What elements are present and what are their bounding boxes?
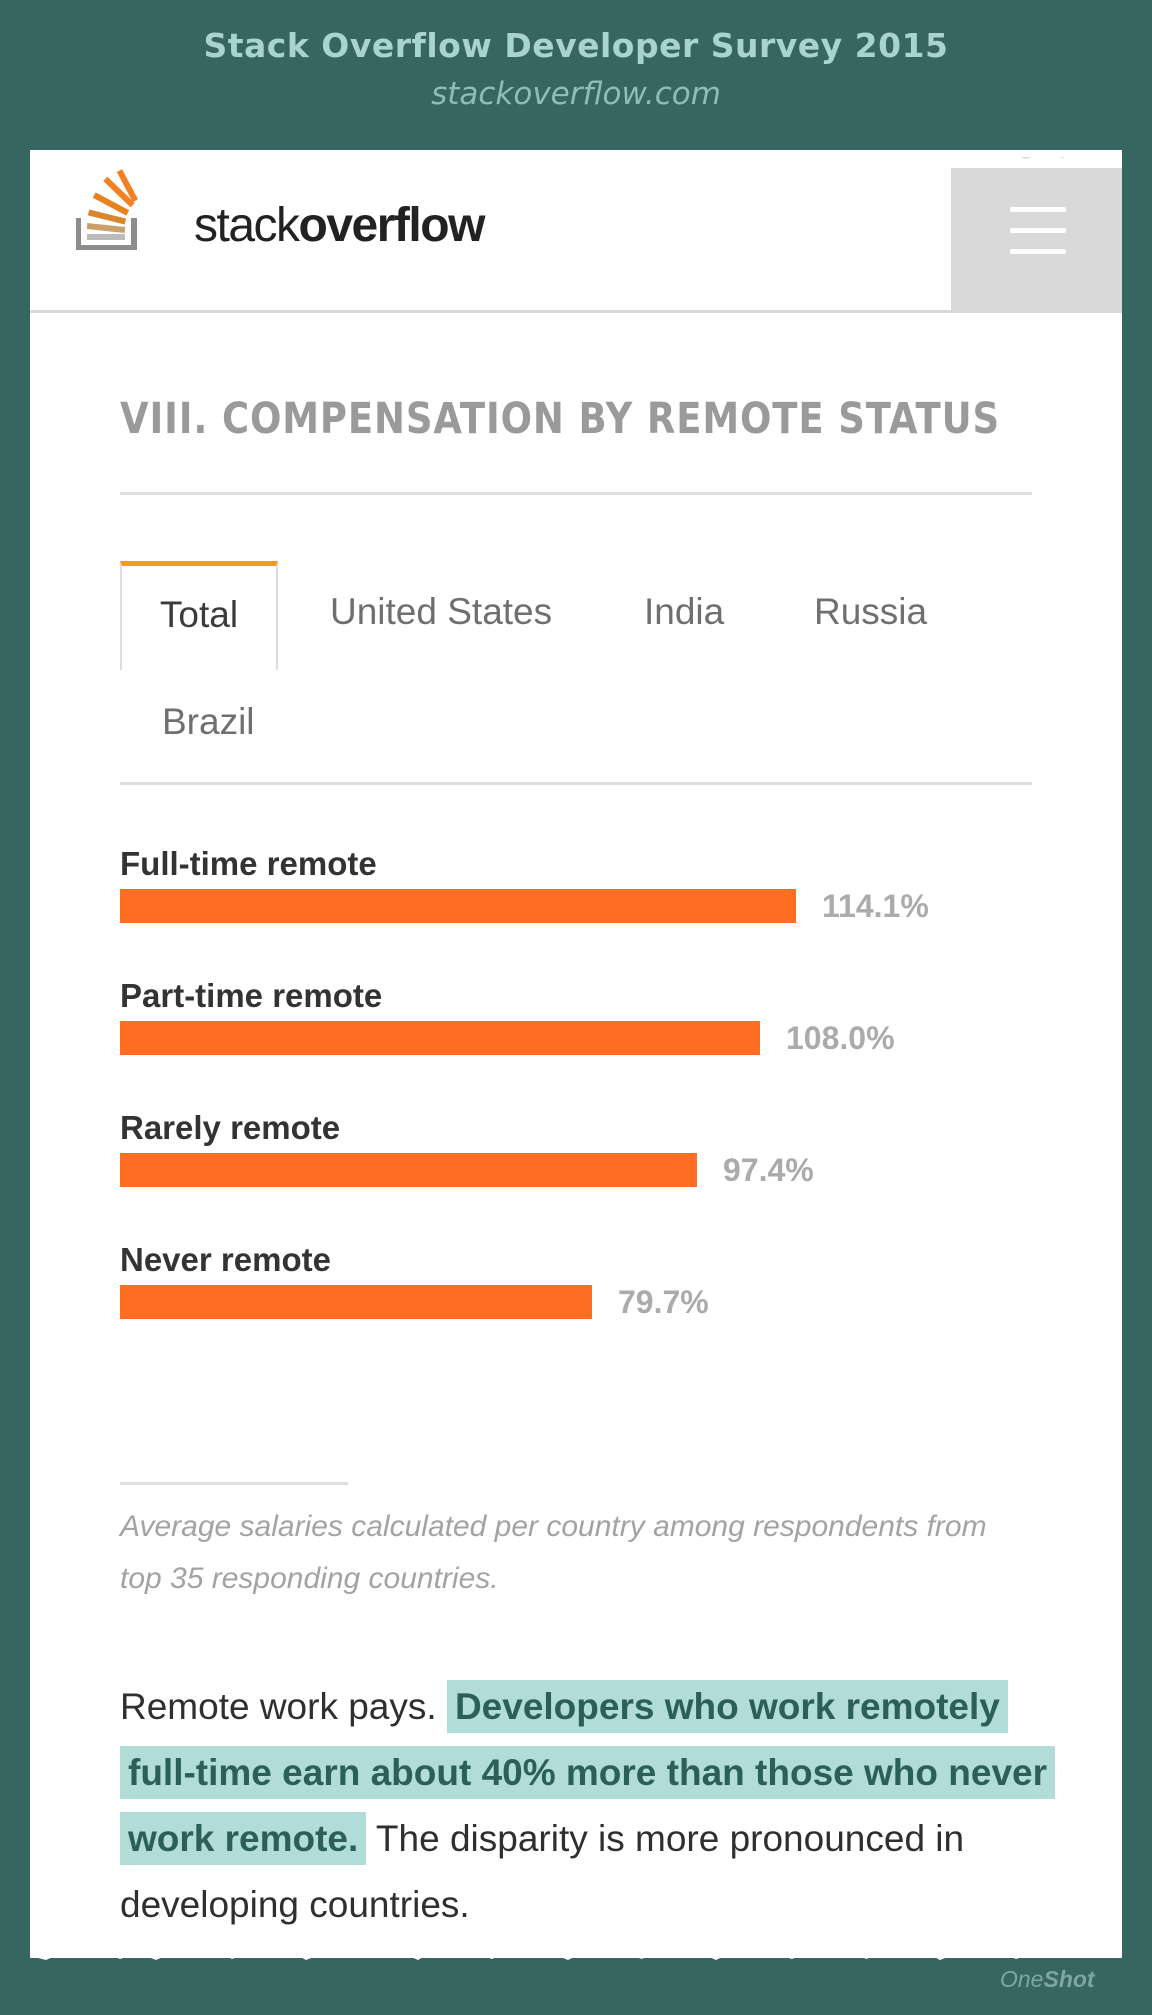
bar-label: Never remote bbox=[120, 1241, 331, 1278]
body-rest: The disparity is more pronounced in deve… bbox=[120, 1818, 965, 1925]
oneshot-watermark: OneShot bbox=[1000, 1966, 1095, 1993]
bar-label: Full-time remote bbox=[120, 845, 377, 882]
footnote-divider bbox=[120, 1482, 348, 1485]
stack-logo-icon bbox=[76, 169, 138, 250]
stackoverflow-logo[interactable]: stackoverflow bbox=[76, 168, 485, 252]
logo-wordmark: stackoverflow bbox=[194, 198, 486, 253]
page-card: stackoverflow VIII. COMPENSATION BY REMO… bbox=[30, 150, 1122, 1958]
section-title: VIII. COMPENSATION BY REMOTE STATUS bbox=[120, 394, 1001, 444]
torn-edge-bottom bbox=[30, 1938, 1122, 1960]
logo-text-light: stack bbox=[194, 199, 300, 252]
oneshot-one: One bbox=[1000, 1966, 1044, 1992]
body-paragraph: Remote work pays. Developers who work re… bbox=[120, 1674, 1060, 1938]
section-divider bbox=[120, 492, 1032, 495]
bar bbox=[120, 1021, 760, 1055]
menu-button[interactable] bbox=[951, 157, 1122, 310]
navbar: stackoverflow bbox=[30, 150, 1122, 313]
bar-value-label: 108.0% bbox=[786, 1020, 895, 1056]
tab-india[interactable]: India bbox=[644, 591, 725, 632]
torn-edge-top bbox=[30, 150, 1122, 168]
logo-text-bold: overflow bbox=[298, 199, 486, 252]
footnote: Average salaries calculated per country … bbox=[120, 1510, 987, 1595]
bar-label: Rarely remote bbox=[120, 1109, 341, 1146]
oneshot-shot: Shot bbox=[1043, 1966, 1095, 1992]
tab-russia[interactable]: Russia bbox=[814, 591, 928, 632]
tab-brazil[interactable]: Brazil bbox=[162, 701, 255, 742]
bar bbox=[120, 889, 796, 923]
bar-value-label: 97.4% bbox=[723, 1152, 814, 1188]
hamburger-menu-icon bbox=[1010, 249, 1066, 254]
tabs-divider bbox=[120, 782, 1032, 785]
header-title: Stack Overflow Developer Survey 2015 bbox=[203, 26, 949, 65]
bar-value-label: 114.1% bbox=[822, 888, 929, 924]
tab-united-states[interactable]: United States bbox=[330, 591, 553, 632]
bar-value-label: 79.7% bbox=[618, 1284, 709, 1320]
body-lead: Remote work pays. bbox=[120, 1686, 447, 1727]
bar-label: Part-time remote bbox=[120, 977, 383, 1014]
hamburger-menu-icon bbox=[1010, 228, 1066, 233]
header-subtitle: stackoverflow.com bbox=[431, 76, 721, 112]
bar bbox=[120, 1285, 592, 1319]
hamburger-menu-icon bbox=[1010, 207, 1066, 212]
tab-total[interactable]: Total bbox=[120, 561, 278, 670]
bar bbox=[120, 1153, 697, 1187]
